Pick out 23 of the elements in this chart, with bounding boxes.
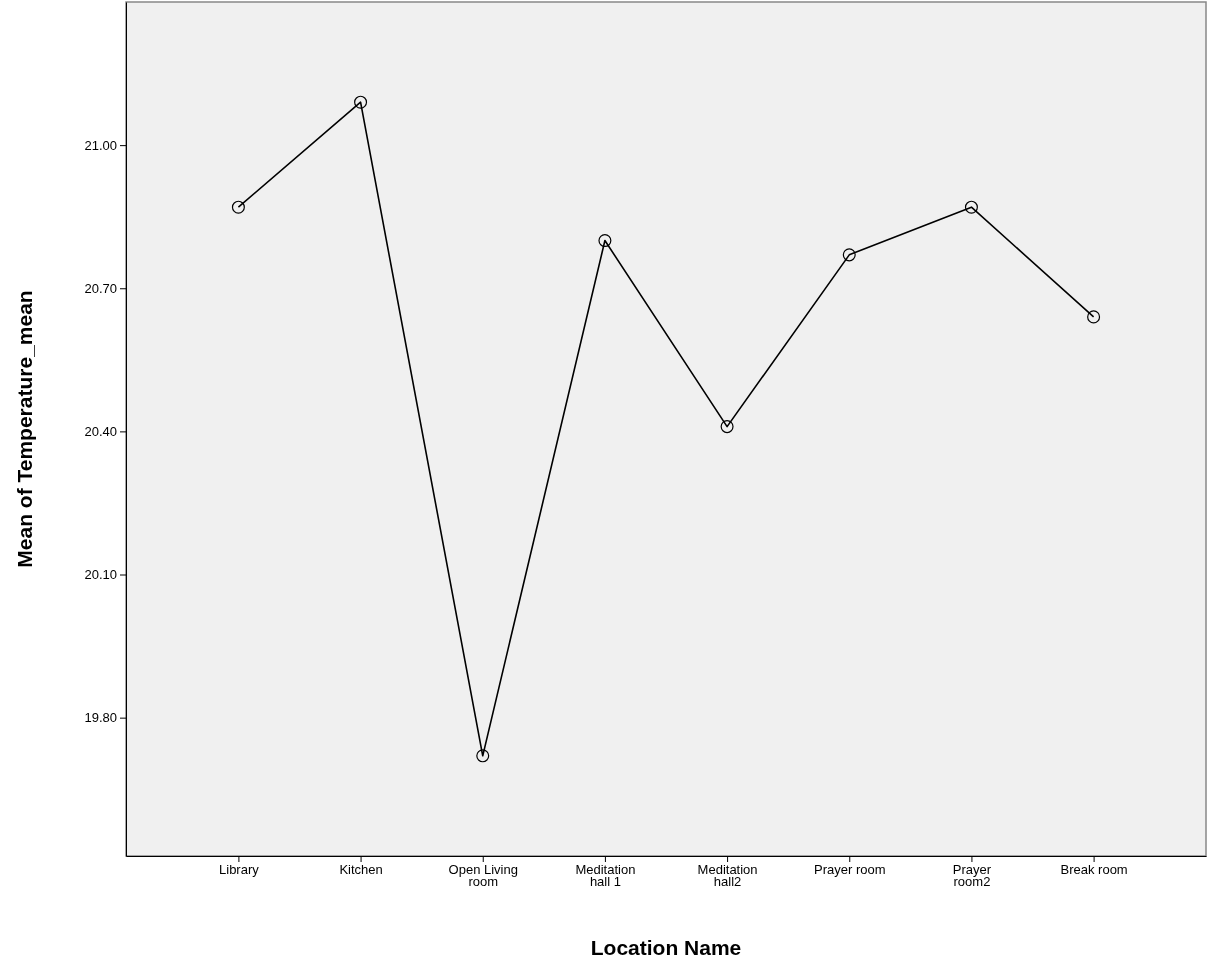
point <box>720 420 734 434</box>
y-tick-label: 19.80 <box>84 710 117 726</box>
point <box>476 749 490 763</box>
y-tick-label: 21.00 <box>84 137 117 153</box>
point <box>964 200 978 214</box>
y-tick-label: 20.40 <box>84 424 117 440</box>
x-tick-label: Prayer room2 <box>952 862 992 889</box>
point <box>598 234 612 248</box>
x-tick-label: Prayer room <box>813 862 886 878</box>
point <box>842 248 856 262</box>
x-tick-label: Break room <box>1060 862 1128 878</box>
x-tick-label: Meditation hall2 <box>697 862 758 889</box>
x-tick-label: Meditation hall 1 <box>575 862 636 889</box>
y-axis-title: Mean of Temperature_mean <box>13 290 36 568</box>
x-tick-label: Kitchen <box>339 862 383 878</box>
x-tick-label: Library <box>219 862 260 878</box>
y-tick-label: 20.10 <box>84 567 117 583</box>
y-tick-label: 20.70 <box>84 280 117 296</box>
point <box>231 200 245 214</box>
point <box>354 95 368 109</box>
point <box>1087 310 1101 324</box>
x-tick-label: Open Living room <box>448 862 518 889</box>
x-axis-title: Location Name <box>590 936 742 959</box>
